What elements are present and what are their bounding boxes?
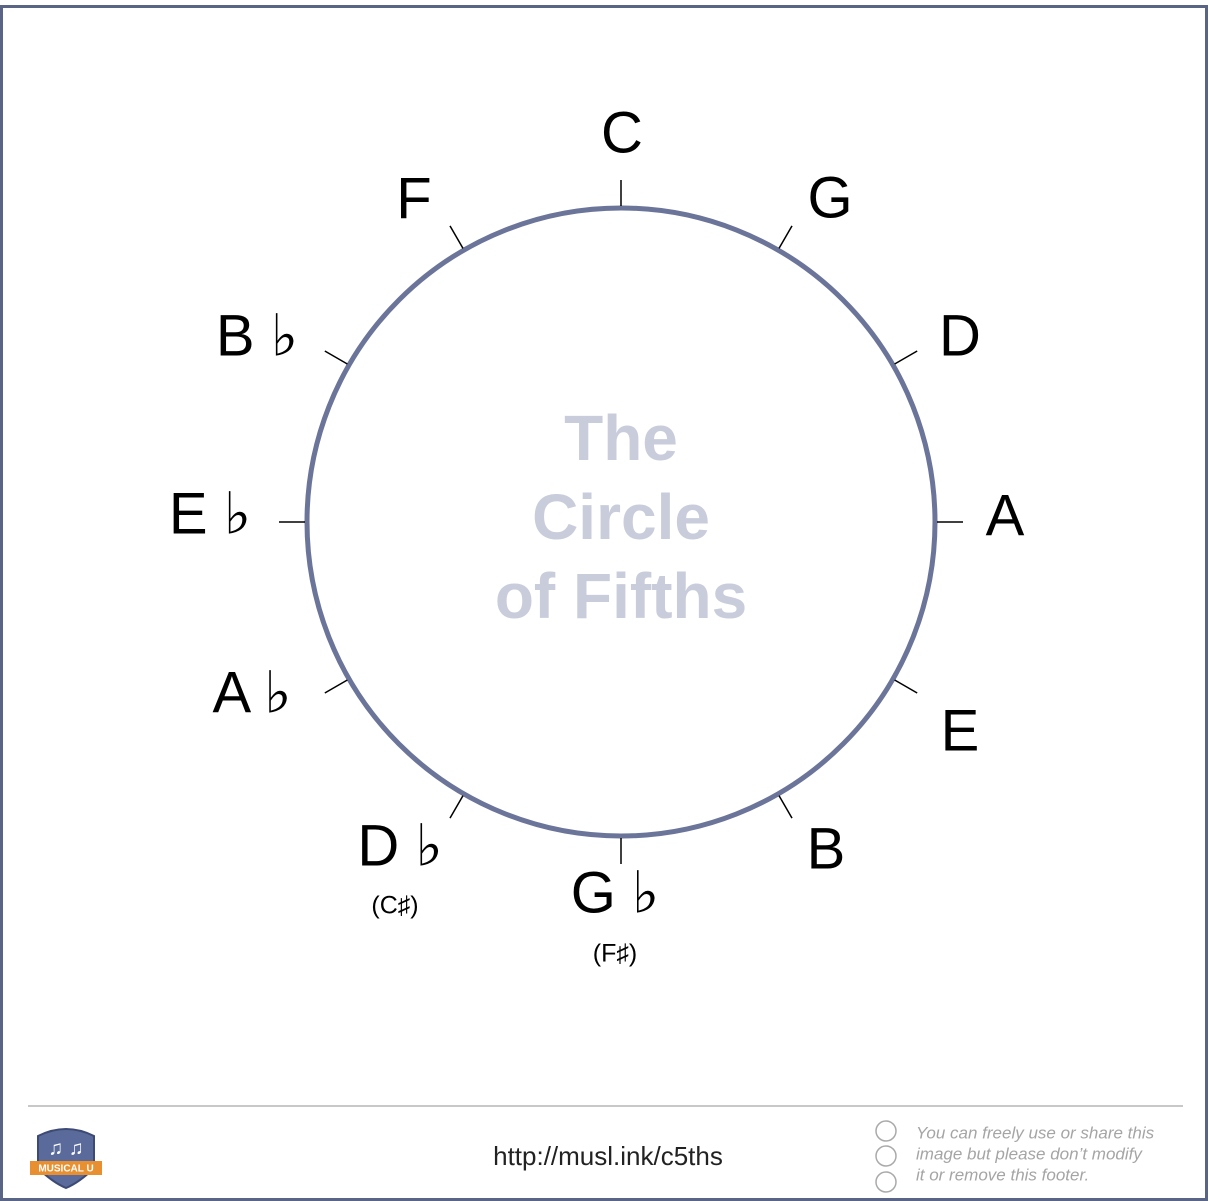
tick	[324, 350, 348, 365]
tick	[449, 225, 464, 249]
logo: ♫ ♫ MUSICAL U	[30, 1128, 102, 1190]
key-label: B ♭	[216, 303, 298, 368]
key-label: D	[939, 303, 981, 368]
title-line: Circle	[532, 481, 710, 553]
key-label: D ♭	[357, 813, 442, 878]
tick	[449, 795, 464, 819]
logo-text: MUSICAL U	[38, 1164, 93, 1175]
key-alt: (C♯)	[371, 892, 418, 920]
tick	[778, 795, 793, 819]
license-line: it or remove this footer.	[916, 1165, 1089, 1184]
circle	[304, 205, 938, 839]
license-icons	[875, 1120, 897, 1193]
key-label: A ♭	[213, 660, 292, 725]
tick	[778, 225, 793, 249]
frame	[0, 5, 1208, 1201]
svg-text:♫ ♫: ♫ ♫	[48, 1137, 84, 1159]
key-label: F	[396, 166, 431, 231]
license-line: You can freely use or share this	[916, 1123, 1155, 1142]
key-label: G	[807, 165, 852, 230]
url: http://musl.ink/c5ths	[493, 1141, 723, 1171]
key-label: B	[807, 816, 846, 881]
tick	[894, 679, 918, 694]
key-label: E	[941, 698, 980, 763]
license-line: image but please don’t modify	[916, 1144, 1143, 1163]
key-label: C	[601, 100, 643, 165]
title-line: of Fifths	[495, 560, 747, 632]
title-line: The	[564, 402, 678, 474]
tick	[894, 350, 918, 365]
key-label: G ♭	[571, 860, 660, 925]
key-label: E ♭	[169, 481, 251, 546]
key-alt: (F♯)	[593, 940, 637, 968]
key-label: A	[986, 483, 1025, 548]
tick	[324, 679, 348, 694]
